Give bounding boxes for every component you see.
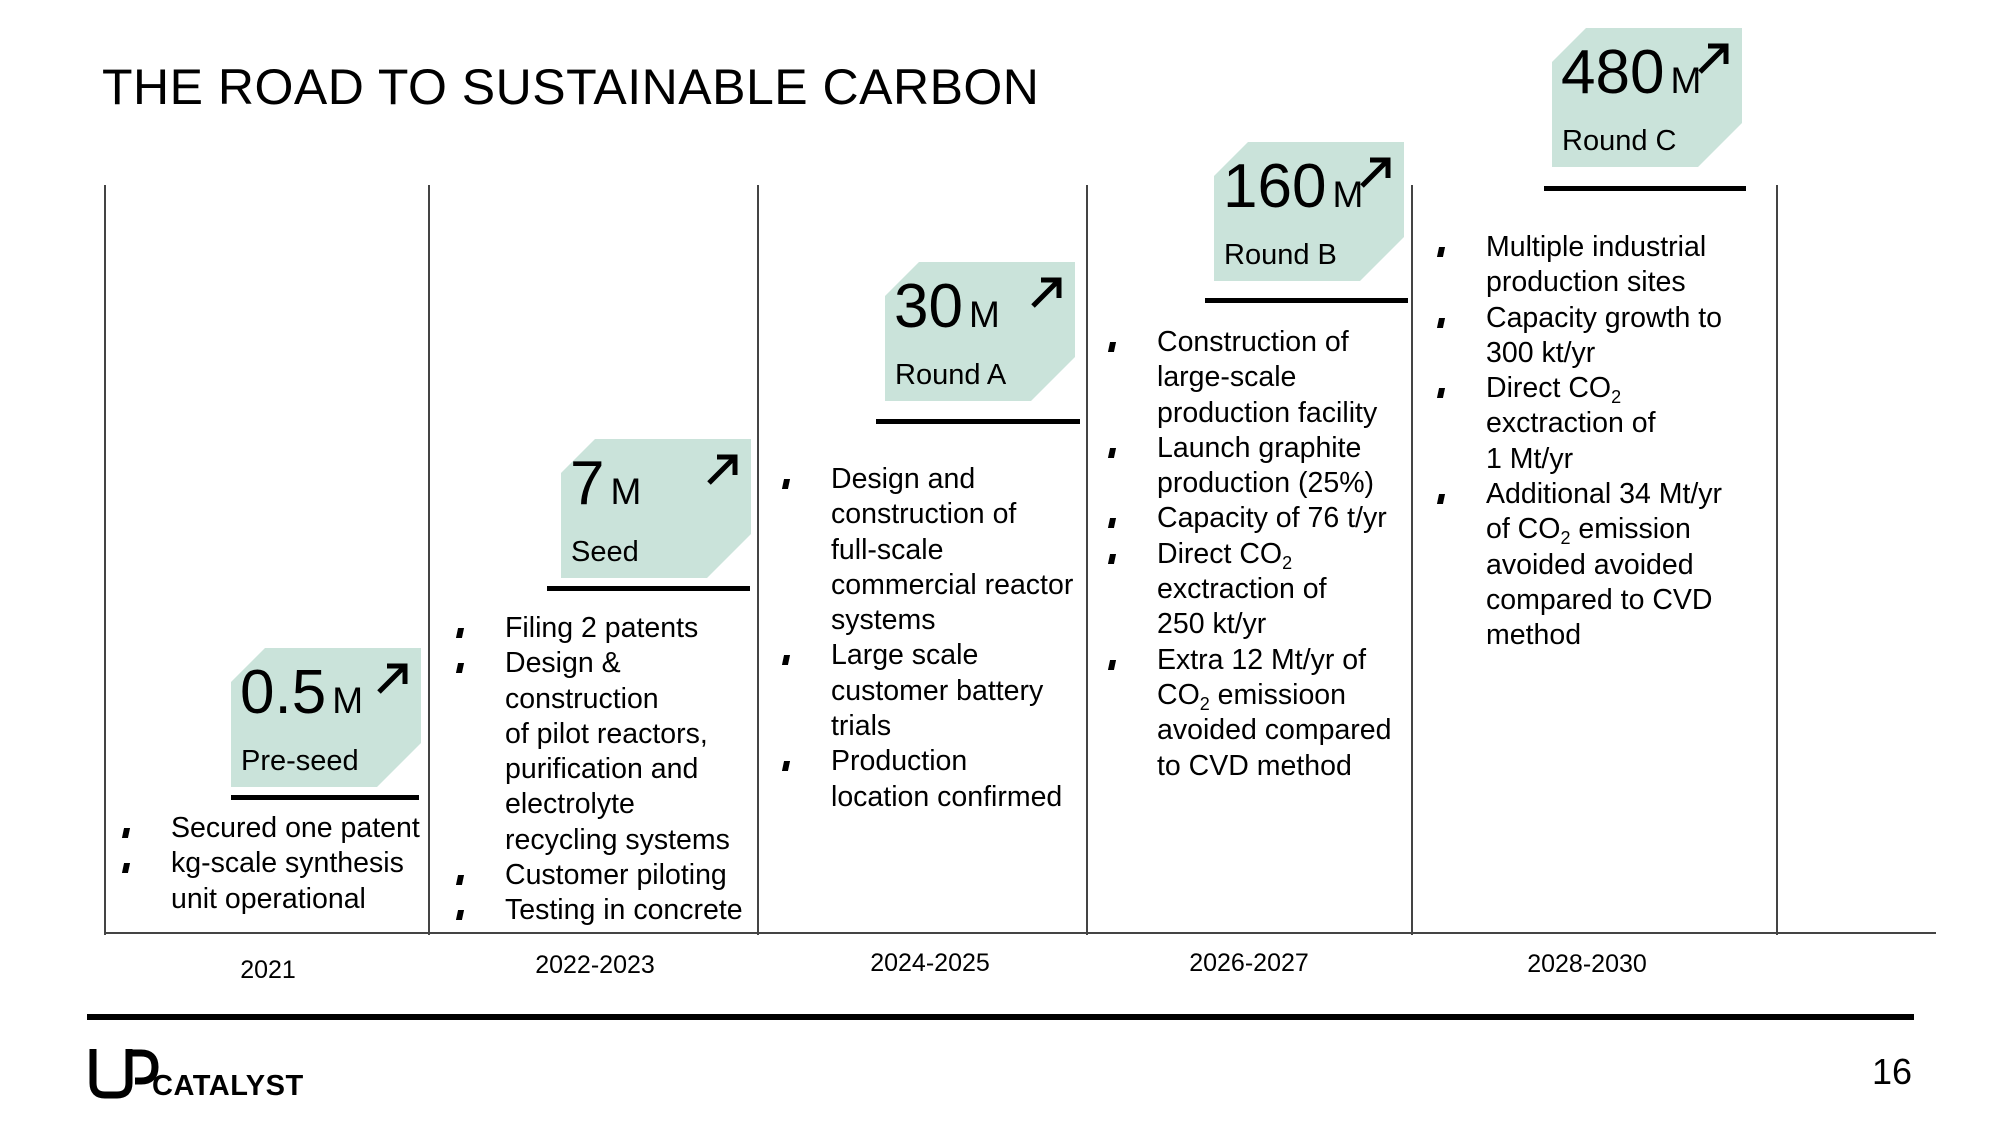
timeline-divider: [1776, 185, 1778, 935]
funding-round-label: Seed: [571, 536, 639, 568]
period-label-2022-2023: 2022-2023: [535, 951, 655, 979]
stage-bullets-2021: Secured one patent kg-scale synthesis uni…: [123, 811, 420, 917]
arrow-up-right-icon: [1031, 277, 1062, 308]
period-label-2028-2030: 2028-2030: [1527, 950, 1647, 978]
timeline-divider: [428, 185, 430, 935]
period-label-2021: 2021: [240, 956, 296, 984]
footer-rule: [87, 1014, 1914, 1020]
funding-amount: 30 M: [894, 272, 1000, 341]
funding-card-pre-seed: 0.5 M Pre-seed: [231, 648, 421, 787]
funding-round-label: Pre-seed: [241, 745, 359, 777]
stage-underline: [547, 586, 750, 591]
stage-underline: [876, 419, 1080, 424]
list-item: Filing 2 patents: [457, 611, 743, 646]
funding-amount: 480 M: [1561, 38, 1702, 107]
arrow-up-right-icon: [707, 454, 738, 485]
list-item: Secured one patent: [123, 811, 420, 846]
funding-card-round-c: 480 M Round C: [1552, 28, 1742, 167]
funding-round-label: Round A: [895, 359, 1007, 391]
up-catalyst-logo-icon: [89, 1049, 159, 1099]
list-item: Additional 34 Mt/yr of CO2 emission avoide…: [1438, 477, 1722, 653]
list-item: Capacity of 76 t/yr: [1109, 501, 1392, 536]
list-item: Extra 12 Mt/yr of CO2 emissioon avoided co…: [1109, 643, 1392, 784]
funding-round-label: Round B: [1224, 239, 1337, 271]
list-item: Production location confirmed: [783, 744, 1073, 815]
list-item: Design & construction of pilot reactors, pu…: [457, 646, 743, 858]
timeline-divider: [1411, 185, 1413, 935]
list-item: kg-scale synthesis unit operational: [123, 846, 420, 917]
funding-amount: 0.5 M: [240, 658, 364, 727]
arrow-up-right-icon: [1698, 43, 1729, 74]
funding-card-round-b: 160 M Round B: [1214, 142, 1404, 281]
list-item: Multiple industrial production sites: [1438, 230, 1722, 301]
funding-round-label: Round C: [1562, 125, 1677, 157]
arrow-up-right-icon: [377, 663, 408, 694]
list-item: Direct CO2 exctraction of 1 Mt/yr: [1438, 371, 1722, 477]
stage-underline: [1544, 186, 1746, 191]
page-number: 16: [1872, 1051, 1913, 1092]
list-item: Construction of large-scale production fac…: [1109, 325, 1392, 431]
period-label-2024-2025: 2024-2025: [870, 949, 990, 977]
timeline-baseline: [104, 932, 1936, 934]
logo-wordmark: CATALYST: [152, 1070, 304, 1102]
funding-card-round-a: 30 M Round A: [885, 262, 1075, 401]
stage-bullets-2022-2023: Filing 2 patents Design & construction of …: [457, 611, 743, 929]
stage-bullets-2026-2027: Construction of large-scale production fac…: [1109, 325, 1392, 784]
list-item: Launch graphite production (25%): [1109, 431, 1392, 502]
list-item: Direct CO2 exctraction of 250 kt/yr: [1109, 537, 1392, 643]
stage-bullets-2028-2030: Multiple industrial production sites Capa…: [1438, 230, 1722, 654]
list-item: Design and construction of full-scale comme…: [783, 462, 1073, 638]
list-item: Large scale customer battery trials: [783, 638, 1073, 744]
stage-underline: [1205, 298, 1408, 303]
page-title: THE ROAD TO SUSTAINABLE CARBON: [102, 59, 1040, 115]
list-item: Capacity growth to 300 kt/yr: [1438, 301, 1722, 372]
list-item: Customer piloting: [457, 858, 743, 893]
stage-bullets-2024-2025: Design and construction of full-scale comme…: [783, 462, 1073, 815]
stage-underline: [231, 795, 419, 800]
list-item: Testing in concrete: [457, 893, 743, 928]
timeline-divider: [757, 185, 759, 935]
period-label-2026-2027: 2026-2027: [1189, 949, 1309, 977]
arrow-up-right-icon: [1360, 157, 1391, 188]
funding-amount: 160 M: [1223, 152, 1364, 221]
timeline-divider: [104, 185, 106, 935]
timeline-divider: [1086, 185, 1088, 935]
